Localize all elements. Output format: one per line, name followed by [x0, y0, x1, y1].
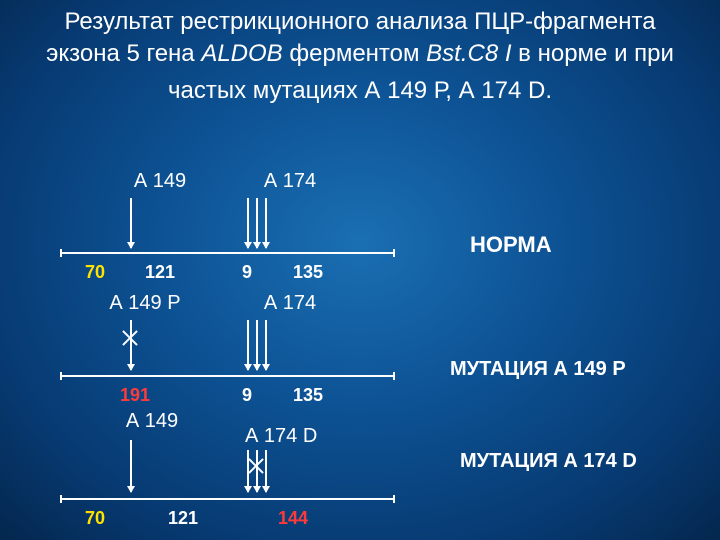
norm-fragment-line — [60, 252, 395, 254]
a174d-fragment-line — [60, 498, 395, 500]
a174d-lost-site-icon — [248, 458, 264, 474]
a149p-arrow — [265, 320, 267, 370]
a149p-lost-site-icon — [122, 330, 138, 346]
norm-frag-70: 70 — [85, 262, 105, 283]
a149p-frag-191: 191 — [120, 385, 150, 406]
a174d-arrow — [130, 440, 132, 492]
a149p-site-a174: А 174 — [255, 292, 325, 315]
a174d-arrow-lost — [265, 450, 267, 492]
a149p-site-a149p: А 149 Р — [100, 292, 190, 315]
norm-label: НОРМА — [470, 232, 552, 258]
norm-frag-135: 135 — [293, 262, 323, 283]
title-line1: Результат рестрикционного анализа ПЦР-фр… — [10, 6, 710, 38]
title-line3: частых мутациях А 149 Р, А 174 D. — [10, 75, 710, 107]
a174d-frag-144: 144 — [278, 508, 308, 529]
a149p-label: МУТАЦИЯ А 149 Р — [450, 358, 626, 381]
norm-arrow — [130, 198, 132, 248]
norm-frag-121: 121 — [145, 262, 175, 283]
a174d-label: МУТАЦИЯ А 174 D — [460, 450, 637, 473]
a149p-arrow — [247, 320, 249, 370]
slide-title: Результат рестрикционного анализа ПЦР-фр… — [10, 6, 710, 107]
a149p-frag-9: 9 — [242, 385, 252, 406]
norm-site-a174: А 174 — [255, 170, 325, 193]
a174d-frag-70: 70 — [85, 508, 105, 529]
norm-arrow — [247, 198, 249, 248]
norm-arrow — [256, 198, 258, 248]
a174d-site-a174d: А 174 D — [245, 425, 335, 448]
norm-frag-9: 9 — [242, 262, 252, 283]
a149p-arrow — [256, 320, 258, 370]
a149p-frag-135: 135 — [293, 385, 323, 406]
a174d-site-a149: А 149 — [112, 410, 192, 433]
a174d-frag-121: 121 — [168, 508, 198, 529]
a149p-fragment-line — [60, 375, 395, 377]
norm-site-a149: А 149 — [125, 170, 195, 193]
norm-arrow — [265, 198, 267, 248]
title-line2: экзона 5 гена ALDOB ферментом Bst.C8 I в… — [10, 38, 710, 70]
